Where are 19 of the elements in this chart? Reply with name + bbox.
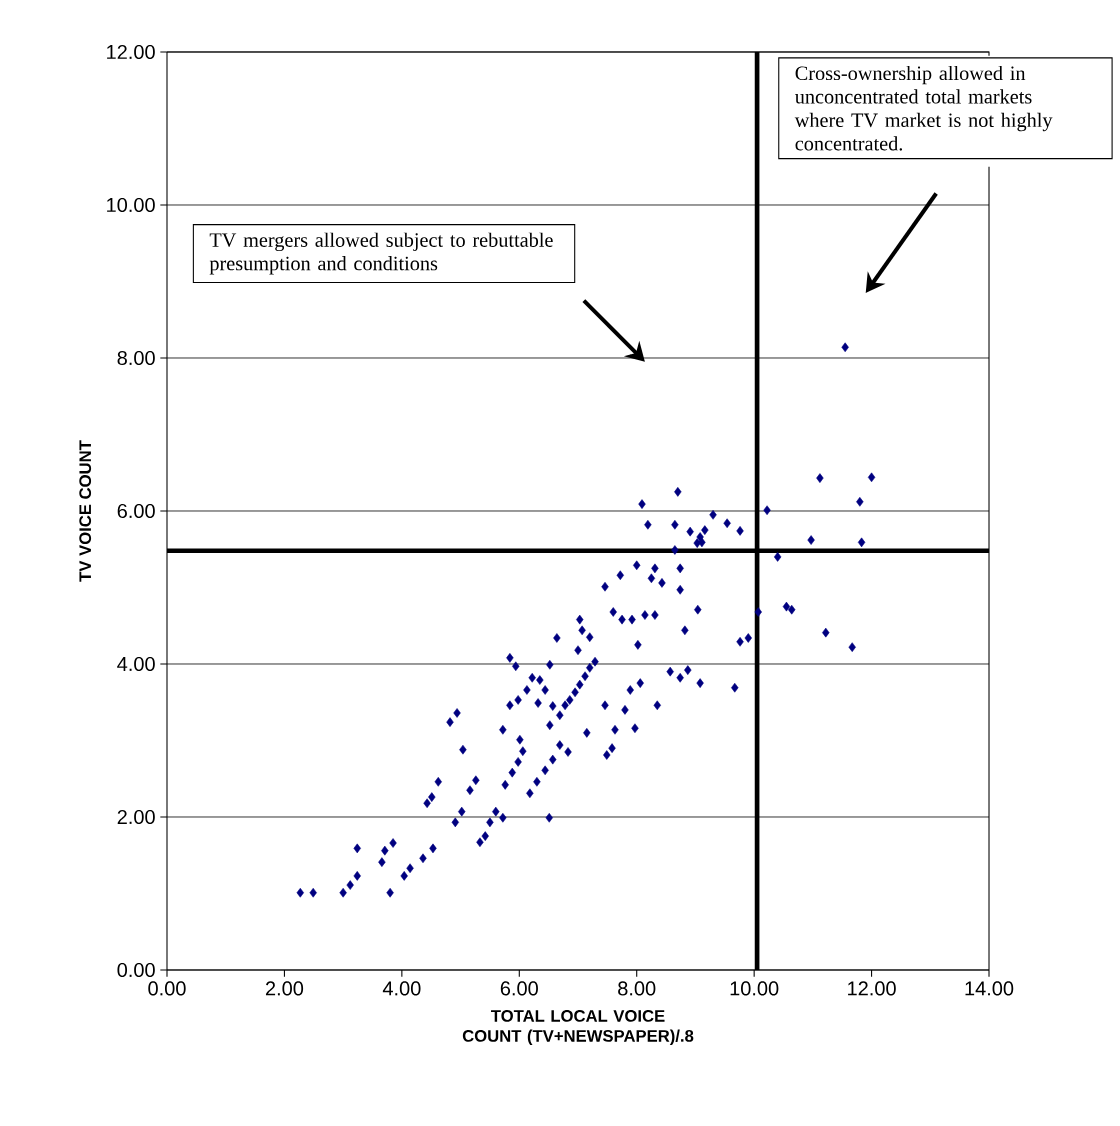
y-tick-label: 8.00 xyxy=(117,350,155,366)
y-tick-label: 10.00 xyxy=(107,197,155,213)
y-tick-label: 4.00 xyxy=(117,656,155,672)
x-tick-label: 10.00 xyxy=(730,981,779,996)
x-tick-label: 14.00 xyxy=(965,981,1014,996)
y-tick-label: 0.00 xyxy=(117,962,155,978)
annotation: TV mergers allowed subject to rebuttable presumption and conditions xyxy=(209,232,553,275)
annotation: Cross-ownership allowed in unconcentrated total markets where TV market is not highly concentrated. xyxy=(794,65,1053,151)
x-tick-label: 6.00 xyxy=(500,981,538,996)
y-axis-title: TV VOICE COUNT xyxy=(79,440,92,582)
x-axis-title: TOTAL LOCAL VOICE COUNT (TV+NEWSPAPER)/.8 xyxy=(462,1010,694,1046)
y-tick-label: 6.00 xyxy=(117,503,155,519)
y-tick-label: 12.00 xyxy=(107,44,155,60)
x-tick-label: 12.00 xyxy=(848,981,896,996)
x-tick-label: 0.00 xyxy=(148,981,186,996)
x-tick-label: 4.00 xyxy=(382,981,421,996)
y-tick-label: 2.00 xyxy=(117,809,155,825)
x-tick-label: 8.00 xyxy=(618,981,656,996)
x-tick-label: 2.00 xyxy=(265,981,304,996)
